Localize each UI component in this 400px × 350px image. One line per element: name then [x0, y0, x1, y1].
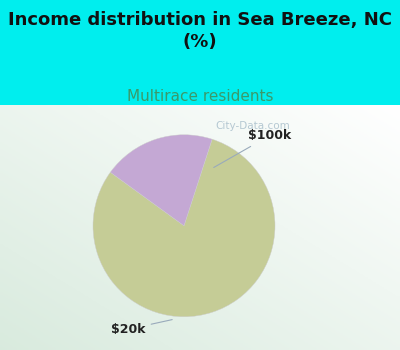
Text: Income distribution in Sea Breeze, NC
(%): Income distribution in Sea Breeze, NC (%… [8, 10, 392, 51]
Wedge shape [110, 135, 212, 226]
Text: $100k: $100k [214, 129, 291, 168]
Text: $20k: $20k [111, 320, 172, 336]
Wedge shape [93, 139, 275, 317]
Text: City-Data.com: City-Data.com [215, 121, 290, 131]
Text: Multirace residents: Multirace residents [127, 89, 273, 104]
